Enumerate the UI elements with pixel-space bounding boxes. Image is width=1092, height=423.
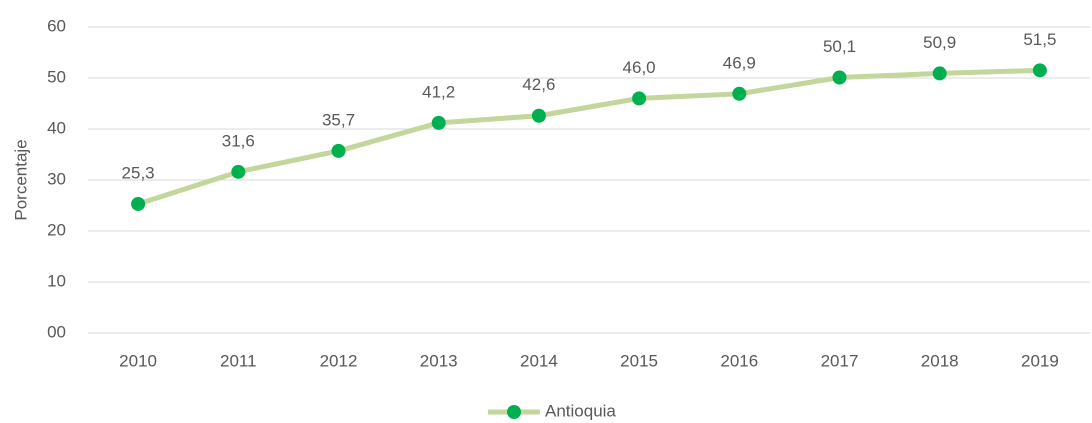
data-point [231, 164, 246, 179]
y-tick-label: 00 [47, 322, 66, 341]
data-label: 46,0 [623, 58, 656, 77]
y-tick-label: 50 [47, 67, 66, 86]
x-tick-label: 2017 [821, 351, 859, 370]
y-tick-label: 30 [47, 169, 66, 188]
x-tick-label: 2011 [220, 351, 257, 370]
x-tick-label: 2018 [921, 351, 959, 370]
data-point [331, 143, 346, 158]
data-label: 50,9 [923, 33, 956, 52]
data-point [832, 70, 847, 85]
data-label: 42,6 [522, 75, 555, 94]
x-tick-label: 2013 [420, 351, 458, 370]
data-point [932, 66, 947, 81]
data-label: 46,9 [723, 53, 756, 72]
x-tick-label: 2010 [119, 351, 157, 370]
y-tick-label: 60 [47, 16, 66, 35]
x-tick-label: 2015 [620, 351, 658, 370]
data-point [431, 115, 446, 130]
x-tick-label: 2012 [320, 351, 358, 370]
y-tick-label: 40 [47, 118, 66, 137]
series-line [137, 67, 1040, 207]
data-label: 25,3 [122, 163, 155, 182]
data-label: 50,1 [823, 37, 856, 56]
data-point [632, 91, 647, 106]
data-label: 51,5 [1023, 30, 1056, 49]
x-tick-label: 2019 [1021, 351, 1059, 370]
legend-marker [507, 405, 521, 419]
data-point [1032, 63, 1047, 78]
legend-label: Antioquia [545, 401, 616, 420]
x-tick-label: 2014 [520, 351, 558, 370]
data-point [732, 86, 747, 101]
data-label: 35,7 [322, 110, 355, 129]
data-point [131, 196, 146, 211]
y-axis-label: Porcentaje [11, 139, 30, 220]
data-point [531, 108, 546, 123]
data-label: 41,2 [422, 82, 455, 101]
y-tick-label: 20 [47, 220, 66, 239]
y-tick-label: 10 [47, 271, 66, 290]
data-label: 31,6 [222, 131, 255, 150]
x-tick-label: 2016 [720, 351, 758, 370]
